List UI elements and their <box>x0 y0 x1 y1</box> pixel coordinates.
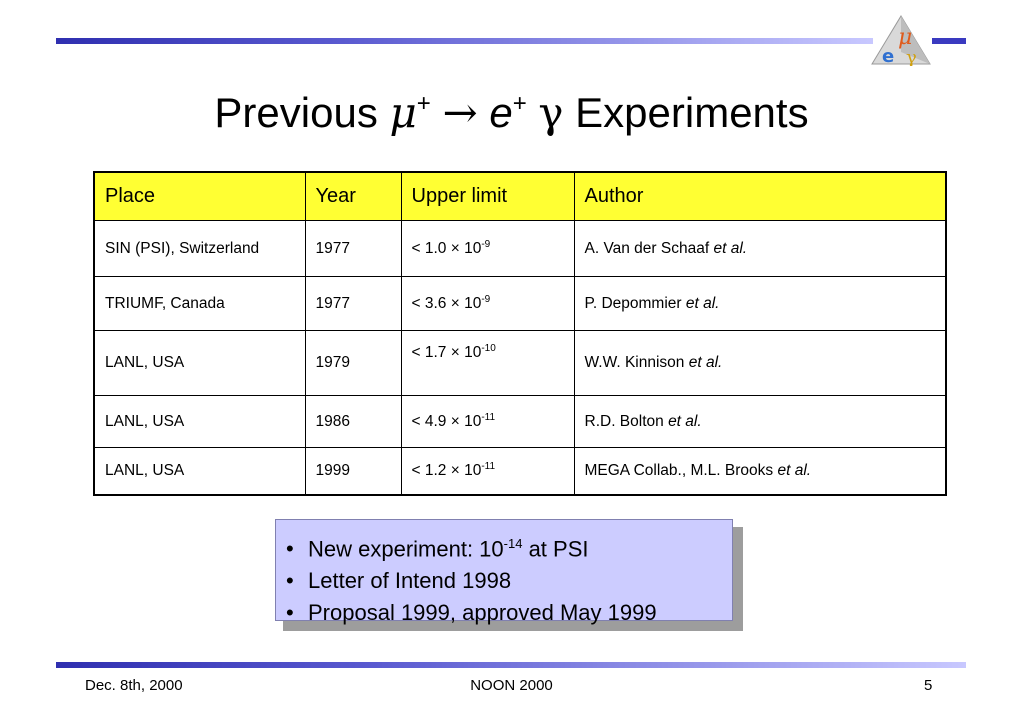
note-box: • New experiment: 10-14 at PSI • Letter of… <box>275 519 733 625</box>
footer-page-number: 5 <box>924 677 933 694</box>
experiments-table: Place Year Upper limit Author SIN (PSI),… <box>93 171 947 496</box>
cell-year: 1977 <box>304 276 402 331</box>
cell-limit: < 1.2 × 10-11 <box>400 447 575 496</box>
title-gamma: γ <box>538 88 564 137</box>
title-prefix: Previous <box>214 89 390 136</box>
cell-place: LANL, USA <box>93 447 306 496</box>
logo-gamma: γ <box>906 47 917 66</box>
logo-mu: μ <box>898 25 912 50</box>
top-rule-right <box>932 38 966 44</box>
title-e: e <box>489 89 513 136</box>
cell-author: R.D. Bolton et al. <box>573 395 947 448</box>
cell-place: LANL, USA <box>93 395 306 448</box>
title-mu: μ <box>389 88 417 137</box>
bullet-icon: • <box>286 568 294 594</box>
footer-conference: NOON 2000 <box>470 677 553 694</box>
table-row: LANL, USA 1979 < 1.7 × 10-10 W.W. Kinnis… <box>93 330 947 396</box>
header-author: Author <box>573 171 947 221</box>
list-item: • Proposal 1999, approved May 1999 <box>286 597 732 629</box>
table-row: LANL, USA 1999 < 1.2 × 10-11 MEGA Collab… <box>93 447 947 496</box>
cell-author: P. Depommier et al. <box>573 276 947 331</box>
table-row: TRIUMF, Canada 1977 < 3.6 × 10-9 P. Depo… <box>93 276 947 331</box>
table-header-row: Place Year Upper limit Author <box>93 171 947 221</box>
cell-year: 1986 <box>304 395 402 448</box>
bullet-icon: • <box>286 600 294 626</box>
header-place: Place <box>93 171 306 221</box>
bottom-rule <box>56 662 966 668</box>
cell-limit: < 1.7 × 10-10 <box>400 330 575 396</box>
title-arrow: → <box>442 88 478 137</box>
header-year: Year <box>304 171 402 221</box>
title-e-charge: + <box>512 90 527 117</box>
list-item: • Letter of Intend 1998 <box>286 565 732 597</box>
cell-place: TRIUMF, Canada <box>93 276 306 331</box>
table-row: LANL, USA 1986 < 4.9 × 10-11 R.D. Bolton… <box>93 395 947 448</box>
cell-year: 1979 <box>304 330 402 396</box>
cell-year: 1977 <box>304 220 402 277</box>
cell-limit: < 3.6 × 10-9 <box>400 276 575 331</box>
cell-place: SIN (PSI), Switzerland <box>93 220 306 277</box>
table-row: SIN (PSI), Switzerland 1977 < 1.0 × 10-9… <box>93 220 947 277</box>
top-rule <box>56 38 873 44</box>
cell-author: A. Van der Schaaf et al. <box>573 220 947 277</box>
cell-limit: < 4.9 × 10-11 <box>400 395 575 448</box>
header-upper-limit: Upper limit <box>400 171 575 221</box>
title-mu-charge: + <box>416 90 431 117</box>
cell-author: W.W. Kinnison et al. <box>573 330 947 396</box>
mu-e-gamma-triangle-icon: μ e γ <box>871 15 931 66</box>
bullet-icon: • <box>286 536 294 562</box>
footer-date: Dec. 8th, 2000 <box>85 677 183 694</box>
cell-author: MEGA Collab., M.L. Brooks et al. <box>573 447 947 496</box>
list-item: • New experiment: 10-14 at PSI <box>286 528 732 565</box>
cell-limit: < 1.0 × 10-9 <box>400 220 575 277</box>
cell-year: 1999 <box>304 447 402 496</box>
page-title: Previous μ+ → e+ γ Experiments <box>0 76 1023 141</box>
title-suffix: Experiments <box>563 89 809 136</box>
logo-e: e <box>882 46 894 66</box>
cell-place: LANL, USA <box>93 330 306 396</box>
